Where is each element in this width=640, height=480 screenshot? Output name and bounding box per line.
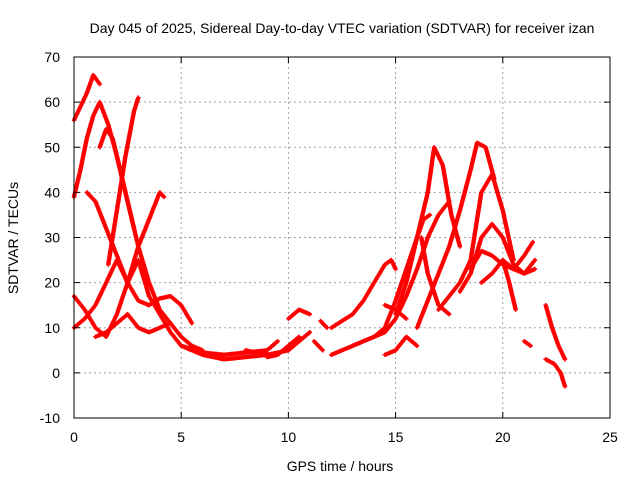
x-axis-label: GPS time / hours <box>287 458 394 474</box>
data-trace <box>266 335 301 359</box>
series-arc-12 <box>286 307 313 321</box>
data-trace <box>94 312 172 339</box>
data-trace <box>330 200 451 357</box>
series-arc-14 <box>311 339 325 353</box>
series-arc-21 <box>414 140 497 330</box>
chart-title: Day 045 of 2025, Sidereal Day-to-day VTE… <box>90 20 595 36</box>
data-trace <box>469 240 535 271</box>
series-arc-28 <box>522 339 533 348</box>
y-tick-label: 40 <box>44 184 60 200</box>
data-trace <box>415 141 497 329</box>
data-trace <box>98 128 204 352</box>
x-tick-label: 15 <box>388 429 404 445</box>
series-arc-2 <box>71 99 137 231</box>
grid <box>74 57 610 418</box>
y-axis-label: SDTVAR / TECUs <box>5 182 21 294</box>
x-tick-label: 0 <box>70 429 78 445</box>
y-tick-label: 10 <box>44 320 60 336</box>
data-points <box>71 72 568 389</box>
data-trace <box>72 74 102 122</box>
y-tick-label: 20 <box>44 275 60 291</box>
data-trace <box>383 335 419 357</box>
axes-ticks: 0 5 10 15 20 25 -10 0 10 20 30 40 50 60 70 <box>40 49 618 445</box>
series-arc-29 <box>543 302 568 362</box>
data-trace <box>437 173 516 311</box>
series-arc-15 <box>329 257 398 330</box>
data-trace <box>523 339 532 348</box>
series-arc-19 <box>382 334 420 358</box>
series-arc-16 <box>329 199 452 358</box>
data-trace <box>501 259 518 311</box>
series-arc-18 <box>382 302 409 321</box>
y-tick-label: 70 <box>44 49 60 65</box>
x-tick-label: 10 <box>281 429 297 445</box>
data-trace <box>72 259 268 362</box>
data-trace <box>330 258 398 330</box>
series-arc-30 <box>543 357 568 389</box>
data-trace <box>287 308 311 321</box>
series-arc-20 <box>393 145 463 317</box>
series-arc-22 <box>419 235 452 317</box>
data-trace <box>319 319 329 329</box>
series-arc-26 <box>479 257 538 285</box>
series-arc-13 <box>318 318 330 330</box>
x-tick-label: 25 <box>602 429 618 445</box>
y-tick-label: 60 <box>44 94 60 110</box>
series-arc-27 <box>500 257 518 312</box>
series-arc-8 <box>93 312 173 339</box>
x-tick-label: 5 <box>177 429 185 445</box>
y-tick-label: 30 <box>44 230 60 246</box>
y-tick-label: 50 <box>44 139 60 155</box>
series-arc-3 <box>97 127 205 353</box>
data-trace <box>312 340 324 352</box>
series-arc-7 <box>71 257 195 330</box>
x-tick-label: 20 <box>495 429 511 445</box>
data-trace <box>419 236 451 316</box>
data-trace <box>72 101 136 230</box>
series-arc-6 <box>71 257 270 362</box>
series-arc-1 <box>71 72 102 123</box>
y-tick-label: 0 <box>52 365 60 381</box>
data-trace <box>543 304 567 361</box>
y-tick-label: -10 <box>40 410 60 426</box>
data-trace <box>544 357 567 388</box>
series-arc-11 <box>264 334 302 360</box>
data-trace <box>72 259 194 330</box>
data-trace <box>393 146 462 316</box>
